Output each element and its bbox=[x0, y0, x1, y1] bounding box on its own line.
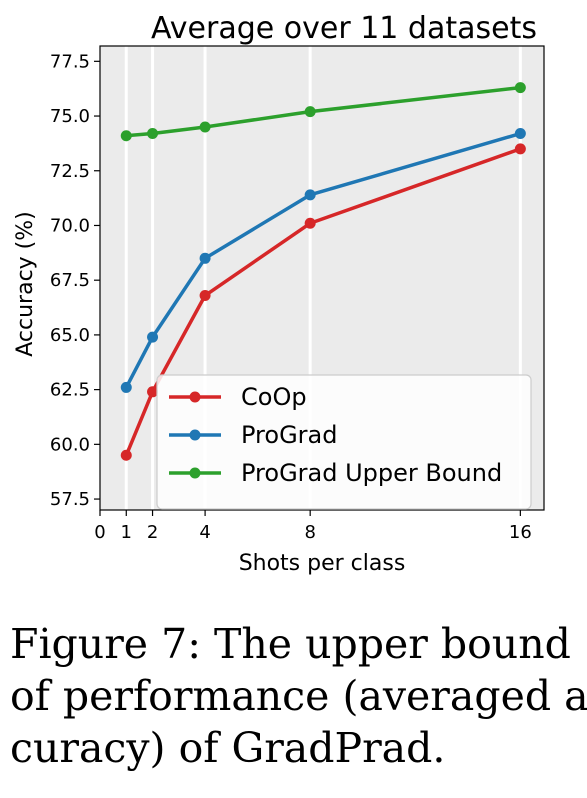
y-tick-label: 75.0 bbox=[50, 106, 90, 127]
data-point bbox=[147, 386, 159, 398]
figure-caption: Figure 7: The upper bound of performance… bbox=[10, 618, 587, 774]
data-point bbox=[514, 128, 526, 140]
legend-label: ProGrad Upper Bound bbox=[241, 459, 502, 487]
data-point bbox=[304, 189, 316, 201]
legend: CoOp ProGrad ProGrad Upper Bound bbox=[156, 374, 532, 510]
y-ticks: 57.5 60.0 62.5 65.0 67.5 70.0 72.5 75.0 77.5 bbox=[50, 51, 100, 510]
caption-line: Figure 7: The upper bound bbox=[10, 620, 571, 668]
data-point bbox=[120, 130, 132, 142]
legend-swatch-marker bbox=[189, 429, 201, 441]
y-tick-label: 65.0 bbox=[50, 325, 90, 346]
legend-box bbox=[156, 374, 532, 510]
y-tick-label: 60.0 bbox=[50, 434, 90, 455]
data-point bbox=[147, 128, 159, 140]
data-point bbox=[304, 217, 316, 229]
series bbox=[120, 82, 526, 461]
x-tick-label: 4 bbox=[199, 522, 210, 543]
data-point bbox=[199, 252, 211, 264]
y-tick-label: 67.5 bbox=[50, 270, 90, 291]
y-tick-label: 70.0 bbox=[50, 215, 90, 236]
data-point bbox=[199, 290, 211, 302]
x-tick-label: 1 bbox=[121, 522, 132, 543]
caption-line: curacy) of GradPrad. bbox=[10, 724, 446, 772]
legend-swatch-marker bbox=[189, 467, 201, 479]
x-tick-label: 0 bbox=[94, 522, 105, 543]
x-tick-label: 2 bbox=[147, 522, 158, 543]
data-point bbox=[147, 331, 159, 343]
data-point bbox=[120, 449, 132, 461]
y-tick-label: 77.5 bbox=[50, 51, 90, 72]
data-point bbox=[199, 121, 211, 133]
chart-title: Average over 11 datasets bbox=[151, 11, 537, 46]
y-axis-label: Accuracy (%) bbox=[13, 211, 38, 357]
legend-label: ProGrad bbox=[241, 421, 337, 449]
y-tick-label: 62.5 bbox=[50, 380, 90, 401]
data-point bbox=[120, 381, 132, 393]
x-tick-label: 16 bbox=[509, 522, 532, 543]
data-point bbox=[514, 82, 526, 94]
x-axis-label: Shots per class bbox=[239, 551, 406, 576]
legend-swatch-marker bbox=[189, 391, 201, 403]
plot-frame bbox=[99, 45, 545, 511]
data-point bbox=[514, 143, 526, 155]
caption-line: of performance (averaged ac- bbox=[10, 672, 587, 720]
y-tick-label: 72.5 bbox=[50, 161, 90, 182]
legend-label: CoOp bbox=[241, 383, 307, 411]
x-tick-label: 8 bbox=[304, 522, 315, 543]
axes bbox=[99, 45, 545, 511]
data-point bbox=[304, 106, 316, 118]
y-tick-label: 57.5 bbox=[50, 489, 90, 510]
x-ticks: 0 1 2 4 8 16 bbox=[94, 510, 532, 543]
